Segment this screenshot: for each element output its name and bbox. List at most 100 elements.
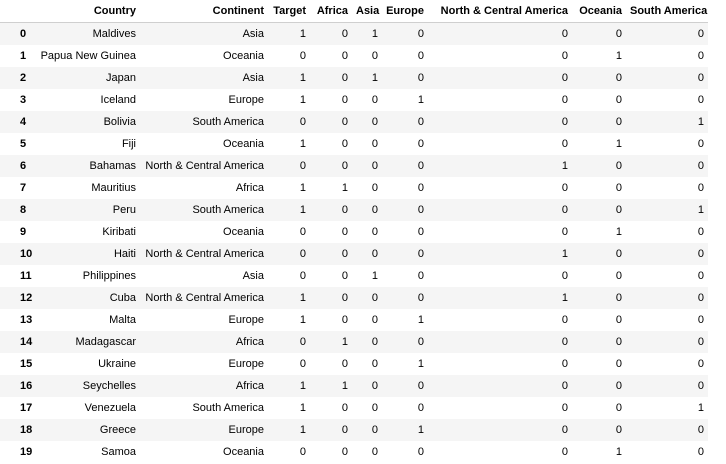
table-cell: 0 <box>299 248 306 260</box>
table-cell: 1 <box>697 402 704 414</box>
table-cell: 1 <box>417 94 424 106</box>
table-cell: 0 <box>561 226 568 238</box>
row-index: 9 <box>20 226 27 238</box>
table-cell: 0 <box>697 314 704 326</box>
row-index: 4 <box>20 116 27 128</box>
table-cell: 1 <box>615 138 622 150</box>
table-cell: 0 <box>561 402 568 414</box>
row-index: 14 <box>20 336 33 348</box>
table-cell: 0 <box>697 358 704 370</box>
table-cell: 0 <box>341 358 348 370</box>
column-header: South America <box>626 0 708 23</box>
table-cell: Cuba <box>109 292 136 304</box>
table-cell: 0 <box>371 94 378 106</box>
table-row: 4 Bolivia South America 0 0 0 0 0 0 1 <box>0 111 708 133</box>
table-cell: 0 <box>417 292 424 304</box>
table-cell: 0 <box>697 226 704 238</box>
table-cell: 0 <box>697 160 704 172</box>
row-index: 12 <box>20 292 33 304</box>
table-cell: 0 <box>561 358 568 370</box>
table-row: 11 Philippines Asia 0 0 1 0 0 0 0 <box>0 265 708 287</box>
table-cell: Philippines <box>82 270 136 282</box>
table-cell: 0 <box>561 116 568 128</box>
table-cell: South America <box>192 204 264 216</box>
table-cell: 0 <box>697 270 704 282</box>
table-row: 7 Mauritius Africa 1 1 0 0 0 0 0 <box>0 177 708 199</box>
table-cell: 0 <box>371 248 378 260</box>
table-cell: 1 <box>299 424 306 436</box>
table-cell: Iceland <box>100 94 136 106</box>
table-cell: Kiribati <box>102 226 136 238</box>
column-header: Europe <box>382 0 428 23</box>
table-cell: 0 <box>371 380 378 392</box>
table-row: 17 Venezuela South America 1 0 0 0 0 0 1 <box>0 397 708 419</box>
table-cell: 1 <box>299 94 306 106</box>
table-cell: 0 <box>561 446 568 458</box>
table-cell: Oceania <box>223 226 264 238</box>
table-cell: 0 <box>615 270 622 282</box>
table-row: 5 Fiji Oceania 1 0 0 0 0 1 0 <box>0 133 708 155</box>
table-cell: 1 <box>371 28 378 40</box>
table-cell: 0 <box>561 424 568 436</box>
table-cell: 1 <box>299 138 306 150</box>
table-cell: North & Central America <box>145 160 264 172</box>
table-cell: 0 <box>697 72 704 84</box>
table-cell: 0 <box>417 138 424 150</box>
table-cell: Fiji <box>121 138 136 150</box>
table-cell: 0 <box>561 270 568 282</box>
table-cell: 0 <box>299 270 306 282</box>
table-cell: 0 <box>615 204 622 216</box>
table-cell: 1 <box>561 292 568 304</box>
table-cell: 0 <box>615 160 622 172</box>
table-body: 0 Maldives Asia 1 0 1 0 0 0 0 1 Papua New Guinea Oce… <box>0 22 708 463</box>
table-cell: 0 <box>341 314 348 326</box>
row-index: 2 <box>20 72 27 84</box>
table-cell: Oceania <box>223 50 264 62</box>
table-cell: Bahamas <box>89 160 136 172</box>
table-cell: 0 <box>615 358 622 370</box>
table-cell: 0 <box>615 248 622 260</box>
table-cell: 1 <box>615 50 622 62</box>
table-cell: Mauritius <box>91 182 136 194</box>
row-index: 6 <box>20 160 27 172</box>
table-cell: 0 <box>341 402 348 414</box>
row-index: 16 <box>20 380 33 392</box>
table-cell: 1 <box>299 182 306 194</box>
column-header: Africa <box>310 0 352 23</box>
row-index: 3 <box>20 94 27 106</box>
table-cell: 0 <box>417 50 424 62</box>
table-cell: 1 <box>341 336 348 348</box>
row-index: 8 <box>20 204 27 216</box>
table-cell: Ukraine <box>98 358 136 370</box>
table-cell: 0 <box>341 446 348 458</box>
table-cell: 0 <box>341 270 348 282</box>
table-row: 2 Japan Asia 1 0 1 0 0 0 0 <box>0 67 708 89</box>
table-cell: Venezuela <box>84 402 136 414</box>
table-cell: 0 <box>299 336 306 348</box>
table-cell: 0 <box>417 270 424 282</box>
table-cell: 0 <box>371 138 378 150</box>
table-cell: 0 <box>697 28 704 40</box>
table-cell: Africa <box>235 380 264 392</box>
table-row: 3 Iceland Europe 1 0 0 1 0 0 0 <box>0 89 708 111</box>
table-cell: 0 <box>561 138 568 150</box>
table-row: 8 Peru South America 1 0 0 0 0 0 1 <box>0 199 708 221</box>
table-cell: 0 <box>561 336 568 348</box>
table-cell: Europe <box>228 94 264 106</box>
table-cell: Oceania <box>223 446 264 458</box>
table-cell: 0 <box>615 94 622 106</box>
table-cell: 0 <box>299 116 306 128</box>
table-cell: 0 <box>615 336 622 348</box>
table-cell: 1 <box>299 72 306 84</box>
header-row: Country Continent Target Africa Asia Europe No… <box>0 0 708 23</box>
table-cell: 0 <box>417 28 424 40</box>
row-index: 19 <box>20 446 33 458</box>
table-cell: 0 <box>371 336 378 348</box>
table-cell: 0 <box>697 446 704 458</box>
table-cell: 0 <box>697 424 704 436</box>
table-cell: 0 <box>615 402 622 414</box>
table-cell: 1 <box>299 204 306 216</box>
table-cell: North & Central America <box>145 292 264 304</box>
table-cell: 0 <box>371 358 378 370</box>
